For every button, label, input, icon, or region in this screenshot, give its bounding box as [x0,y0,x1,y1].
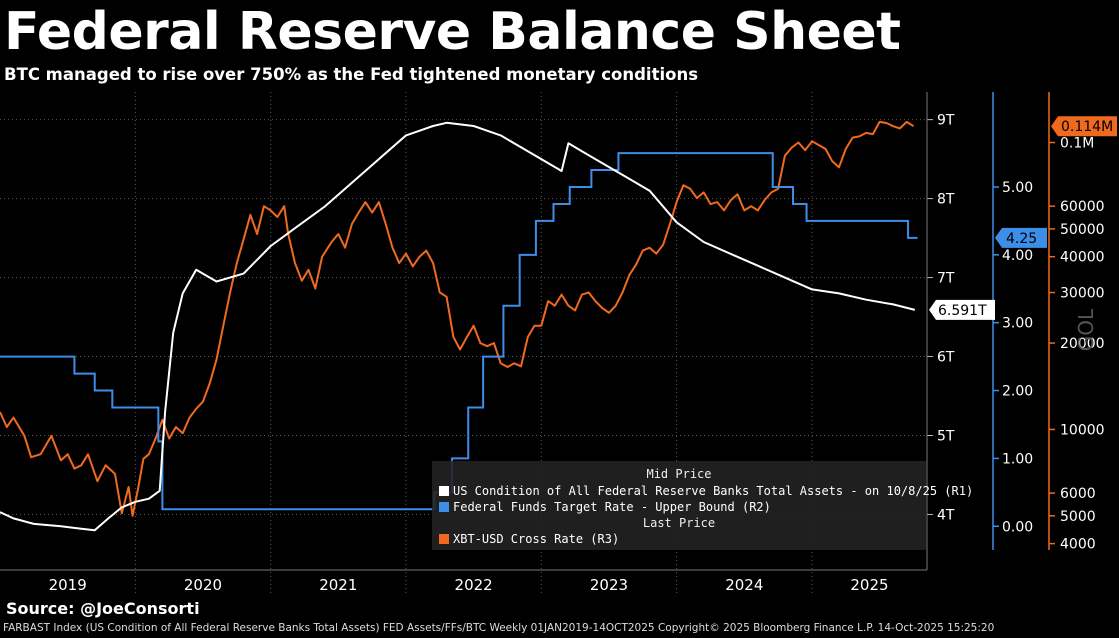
series-line-assets [0,121,916,532]
r1-tick-label: 7T [937,271,955,287]
x-tick-label: 2025 [850,576,888,594]
r1-tick-label: 8T [937,192,955,208]
last-value-flag-btc [1051,116,1117,137]
series-line-fedfunds [0,152,918,511]
chart-subtitle: BTC managed to rise over 750% as the Fed… [4,65,699,84]
last-value-fedfunds: 4.25 [1006,231,1037,247]
x-tick-label: 2024 [725,576,763,594]
footer-text: FARBAST Index (US Condition of All Feder… [3,622,995,634]
legend-swatch-assets [439,486,449,496]
legend-label-assets: US Condition of All Federal Reserve Bank… [453,484,974,498]
x-tick-label: 2020 [184,576,222,594]
legend-label-btc: XBT-USD Cross Rate (R3) [453,532,620,546]
chart-title: Federal Reserve Balance Sheet [4,2,901,62]
r1-tick-label: 5T [937,429,955,445]
legend-label-fedfunds: Federal Funds Target Rate - Upper Bound … [453,500,771,514]
legend-item-btc: XBT-USD Cross Rate (R3) [439,532,619,546]
last-value-assets: 6.591T [938,303,987,319]
r3-tick-label: 30000 [1060,286,1105,302]
r3-tick-label: 50000 [1060,222,1105,238]
watermark-text: GOL [1074,308,1098,351]
r2-tick-label: 0.00 [1002,519,1033,535]
r2-tick-label: 4.00 [1002,248,1033,264]
r3-tick-label: 40000 [1060,250,1105,266]
r2-tick-label: 5.00 [1002,180,1033,196]
legend-item-fedfunds: Federal Funds Target Rate - Upper Bound … [439,500,771,514]
legend-header-mid: Mid Price [646,467,712,481]
r2-tick-label: 2.00 [1002,384,1033,400]
last-value-flag-assets [929,299,995,320]
legend-swatch-fedfunds [439,502,449,512]
r3-tick-label: 0.1M [1060,136,1094,152]
source-text: Source: @JoeConsorti [6,599,200,618]
last-value-flag-fedfunds [995,227,1047,248]
r2-tick-label: 1.00 [1002,451,1033,467]
r3-tick-label: 60000 [1060,199,1105,215]
series-line-btc [0,120,915,517]
x-tick-label: 2019 [49,576,87,594]
r3-tick-label: 10000 [1060,422,1105,438]
legend-swatch-btc [439,534,449,544]
chart-legend: Mid Price US Condition of All Federal Re… [432,461,973,550]
r3-tick-label: 5000 [1060,509,1096,525]
r1-tick-label: 9T [937,113,955,129]
r3-tick-label: 6000 [1060,486,1096,502]
last-value-btc: 0.114M [1061,119,1113,135]
r2-tick-label: 3.00 [1002,316,1033,332]
x-tick-label: 2023 [590,576,628,594]
r3-tick-label: 4000 [1060,537,1096,553]
legend-header-last: Last Price [642,516,716,530]
x-tick-label: 2022 [455,576,493,594]
r1-tick-label: 6T [937,350,955,366]
r3-tick-label: 20000 [1060,336,1105,352]
r1-tick-label: 4T [937,507,955,523]
legend-item-assets: US Condition of All Federal Reserve Bank… [439,484,973,498]
x-tick-label: 2021 [319,576,357,594]
